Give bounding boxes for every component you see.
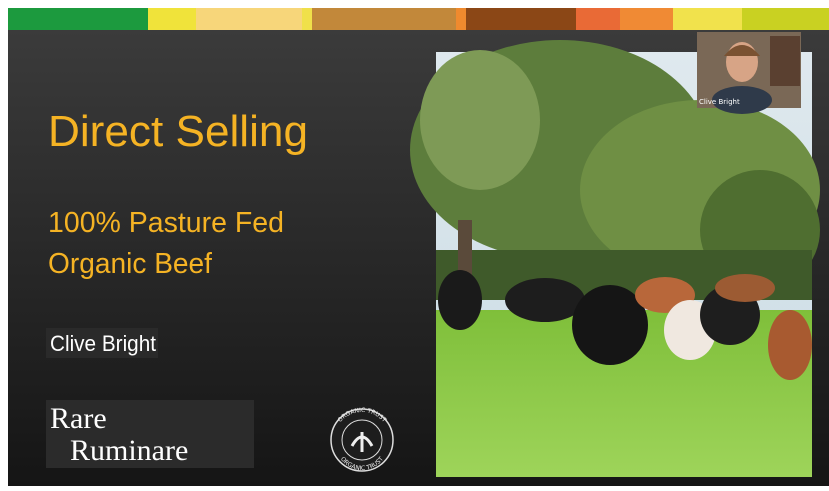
organic-trust-badge: ORGANIC TRUST ORGANIC TRUST bbox=[331, 407, 393, 472]
color-stripe bbox=[8, 8, 829, 30]
screen: Direct Selling 100% Pasture Fed Organic … bbox=[0, 0, 829, 491]
subtitle-line: Organic Beef bbox=[48, 248, 213, 280]
webcam-tile: Clive Bright bbox=[697, 32, 801, 114]
subtitle-line: 100% Pasture Fed bbox=[48, 207, 284, 239]
slide-view: Direct Selling 100% Pasture Fed Organic … bbox=[0, 0, 829, 491]
presenter-name: Clive Bright bbox=[50, 331, 156, 356]
slide-title: Direct Selling bbox=[48, 107, 308, 156]
logo-text: Rare bbox=[50, 402, 107, 435]
logo-text: Ruminare bbox=[70, 434, 188, 467]
participant-name: Clive Bright bbox=[699, 98, 740, 106]
